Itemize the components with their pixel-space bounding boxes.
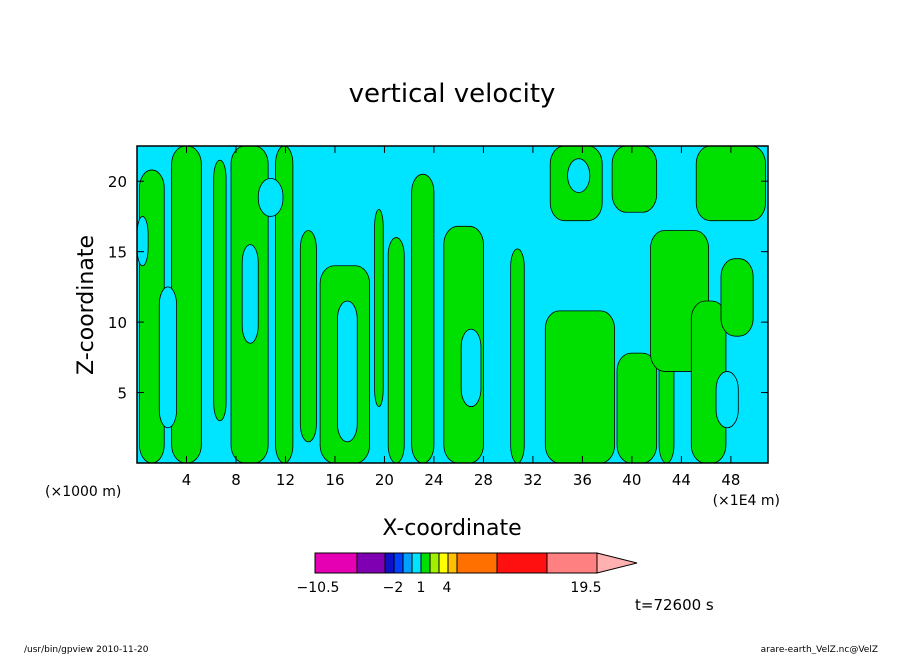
plot-area [137,146,768,463]
contour-region-high [616,352,658,463]
colorbar-bin [429,552,440,574]
colorbar-bin [393,552,404,574]
y-tick-label: 15 [108,244,127,262]
colorbar-bin [447,552,458,574]
x-axis-title: X-coordinate [382,516,521,541]
contour-region-high [611,146,658,213]
time-label: t=72600 s [635,596,714,614]
x-tick-label: 12 [276,471,295,489]
colorbar-bin [356,552,386,574]
x-tick-label: 16 [325,471,344,489]
y-tick-label: 5 [117,385,127,403]
contour-region-low [715,371,739,429]
x-tick-label: 8 [231,471,241,489]
x-tick-label: 32 [523,471,542,489]
contour-region-low [460,328,482,408]
x-tick-label: 4 [182,471,192,489]
contour-region-low [337,300,358,443]
colorbar [314,552,638,574]
colorbar-bin [402,552,413,574]
contour-region-high [213,159,227,422]
y-tick-label: 20 [108,173,127,191]
colorbar-bin [314,552,358,574]
contour-region-high [387,237,405,463]
contour-region-low [137,216,149,267]
contour-region-high [275,146,294,463]
x-scale-label: (×1000 m) [45,484,121,500]
colorbar-label: −10.5 [297,580,340,596]
x-tick-label: 20 [375,471,394,489]
contour-region-high [720,258,754,337]
x-axis: 4 8 12 16 20 24 28 32 36 40 44 48 [182,146,740,489]
x-tick-label: 44 [672,471,691,489]
footer-right: arare-earth_VelZ.nc@VelZ [761,645,878,654]
x-tick-label: 24 [424,471,443,489]
contour-region-high [695,146,766,222]
contour-region-high [411,173,435,463]
x-unit-label: (×1E4 m) [713,493,780,509]
y-tick-label: 10 [108,314,127,332]
colorbar-bin [546,552,598,574]
colorbar-label: 19.5 [570,580,601,596]
contour-region-high [299,230,317,443]
colorbar-label: −2 [383,580,404,596]
colorbar-bin [420,552,431,574]
x-tick-label: 48 [721,471,740,489]
contour-region-low [257,178,284,217]
contour-region-high [544,310,615,463]
colorbar-extend-arrow [596,552,638,574]
y-axis: 5 10 15 20 [108,173,768,403]
x-tick-label: 28 [474,471,493,489]
contour-region-low [567,158,591,193]
colorbar-label: 4 [443,580,452,596]
colorbar-label: 1 [417,580,426,596]
colorbar-bin [496,552,548,574]
x-tick-label: 36 [573,471,592,489]
contour-region-high [510,248,525,463]
colorbar-bin [384,552,395,574]
chart-title: vertical velocity [349,79,556,109]
contour-region-low [241,244,259,344]
colorbar-bin [411,552,422,574]
contour-region-high [374,208,384,408]
colorbar-bin [456,552,498,574]
x-tick-label: 40 [622,471,641,489]
footer-left: /usr/bin/gpview 2010-11-20 [24,645,149,654]
contour-regions [137,146,766,463]
plot-frame [136,145,769,464]
colorbar-labels: −10.5 −2 1 4 19.5 [297,580,602,596]
colorbar-bin [438,552,449,574]
y-axis-title: Z-coordinate [74,235,99,375]
contour-region-low [158,286,177,429]
